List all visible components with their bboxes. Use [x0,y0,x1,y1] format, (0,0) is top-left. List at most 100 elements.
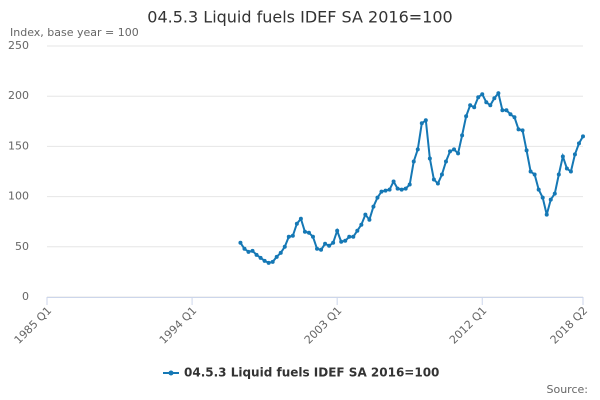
data-point [282,244,287,249]
data-point [359,222,364,227]
data-point [250,248,255,253]
legend-label: 04.5.3 Liquid fuels IDEF SA 2016=100 [184,366,439,380]
data-point [242,246,247,251]
data-point [448,149,453,154]
data-point [343,238,348,243]
data-point [391,179,396,184]
data-point [387,187,392,192]
data-point [355,228,360,233]
data-point [496,91,501,96]
data-point [581,134,585,139]
data-point [536,187,541,192]
data-point [310,234,315,239]
data-point [484,100,489,105]
data-point [335,228,340,233]
data-point [472,105,477,110]
data-point [371,204,376,209]
data-point [464,114,469,119]
data-point [415,147,420,152]
data-point [238,240,243,245]
data-point [298,216,303,221]
data-point [286,234,291,239]
data-point [564,166,569,171]
data-point [572,152,577,157]
subtitle: Index, base year = 100 [10,26,139,39]
data-point [548,197,553,202]
y-tick-label: 150 [8,139,29,152]
data-point [270,259,275,264]
data-point [443,159,448,164]
data-point [492,96,497,101]
data-point [520,128,525,133]
data-point [411,159,416,164]
data-point [383,188,388,193]
x-tick-label: 2012 Q1 [447,304,490,347]
data-point [460,133,465,138]
data-point [568,169,573,174]
data-point [407,182,412,187]
data-point [339,239,344,244]
chart-title: 04.5.3 Liquid fuels IDEF SA 2016=100 [147,8,452,27]
data-point [439,172,444,177]
x-tick-label: 2018 Q2 [548,304,591,347]
data-point [262,258,267,263]
data-point [246,249,251,254]
data-point [468,103,473,108]
data-point [419,121,424,126]
data-point [552,191,557,196]
data-point [556,172,561,177]
data-point [306,230,311,235]
data-point [327,243,332,248]
data-point [431,177,436,182]
y-tick-label: 0 [22,290,29,303]
data-point [576,141,581,146]
x-tick-label: 1994 Q1 [157,304,200,347]
data-point [315,246,320,251]
data-point [528,169,533,174]
data-point [544,212,549,217]
y-tick-label: 100 [8,190,29,203]
data-point [508,112,513,117]
data-point [367,217,372,222]
data-point [532,172,537,177]
data-point [399,187,404,192]
data-point [480,92,485,97]
data-point [512,115,517,120]
data-point [504,108,509,113]
y-tick-label: 250 [8,39,29,52]
data-point [323,241,328,246]
data-point [476,95,481,100]
data-point [435,181,440,186]
data-point [258,255,263,260]
data-point [331,240,336,245]
data-point [319,247,324,252]
data-point [488,103,493,108]
source: Source: [547,383,589,396]
data-point [395,186,400,191]
data-point [363,212,368,217]
data-point [379,189,384,194]
data-point [524,148,529,153]
data-point [456,151,461,156]
data-point [294,221,299,226]
data-point [266,260,271,265]
data-point [375,195,380,200]
x-tick-label: 2003 Q1 [302,304,345,347]
data-point [290,233,295,238]
data-point [278,250,283,255]
data-point [560,154,565,159]
data-point [540,195,545,200]
y-tick-label: 50 [15,240,29,253]
data-point [403,186,408,191]
legend-marker [168,370,174,376]
data-point [516,127,521,132]
data-point [351,234,356,239]
data-point [427,156,432,161]
data-point [274,254,279,259]
y-tick-label: 200 [8,89,29,102]
data-point [347,234,352,239]
data-point [302,229,307,234]
x-tick-label: 1985 Q1 [12,304,55,347]
data-point [452,147,457,152]
